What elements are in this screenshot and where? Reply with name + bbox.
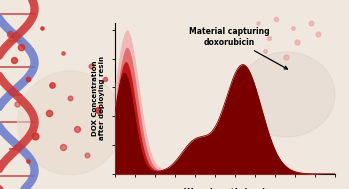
Ellipse shape bbox=[237, 52, 335, 137]
Text: Material capturing
doxorubicin: Material capturing doxorubicin bbox=[189, 27, 288, 69]
Y-axis label: DOX Concentration
after deploying resin: DOX Concentration after deploying resin bbox=[92, 56, 105, 140]
X-axis label: Wavelength (nm): Wavelength (nm) bbox=[184, 188, 266, 189]
Ellipse shape bbox=[17, 71, 122, 175]
